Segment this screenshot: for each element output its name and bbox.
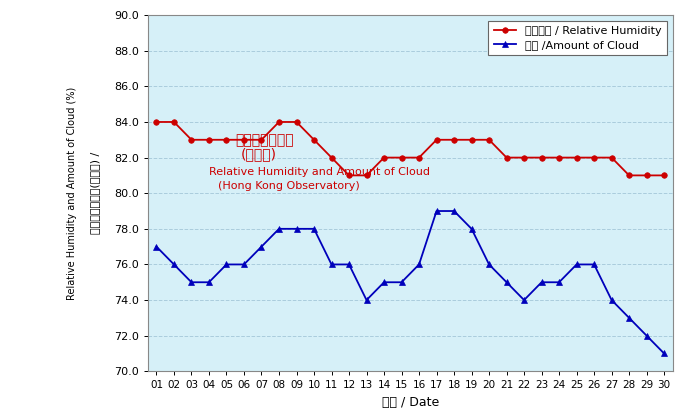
- 相對濕度 / Relative Humidity: [187, 137, 196, 142]
- 相對濕度 / Relative Humidity: [222, 137, 231, 142]
- 相對濕度 / Relative Humidity: [170, 119, 178, 124]
- 相對濕度 / Relative Humidity: [660, 173, 668, 178]
- 雲量 /Amount of Cloud: [328, 262, 336, 267]
- 相對濕度 / Relative Humidity: [485, 137, 493, 142]
- 雲量 /Amount of Cloud: [187, 280, 196, 285]
- 相對濕度 / Relative Humidity: [538, 155, 546, 160]
- 相對濕度 / Relative Humidity: [432, 137, 440, 142]
- 相對濕度 / Relative Humidity: [607, 155, 616, 160]
- 雲量 /Amount of Cloud: [432, 208, 440, 213]
- 相對濕度 / Relative Humidity: [590, 155, 598, 160]
- 相對濕度 / Relative Humidity: [642, 173, 650, 178]
- 雲量 /Amount of Cloud: [625, 315, 633, 320]
- 雲量 /Amount of Cloud: [415, 262, 423, 267]
- 相對濕度 / Relative Humidity: [503, 155, 511, 160]
- 雲量 /Amount of Cloud: [240, 262, 248, 267]
- 雲量 /Amount of Cloud: [222, 262, 231, 267]
- 雲量 /Amount of Cloud: [660, 351, 668, 356]
- Text: 相對濕度及雲量: 相對濕度及雲量: [235, 133, 294, 147]
- 雲量 /Amount of Cloud: [363, 297, 371, 302]
- 雲量 /Amount of Cloud: [275, 226, 283, 231]
- 雲量 /Amount of Cloud: [467, 226, 475, 231]
- 相對濕度 / Relative Humidity: [310, 137, 318, 142]
- Text: (天文台): (天文台): [241, 147, 276, 161]
- Legend: 相對濕度 / Relative Humidity, 雲量 /Amount of Cloud: 相對濕度 / Relative Humidity, 雲量 /Amount of …: [488, 21, 668, 55]
- 相對濕度 / Relative Humidity: [345, 173, 353, 178]
- 相對濕度 / Relative Humidity: [292, 119, 300, 124]
- 相對濕度 / Relative Humidity: [328, 155, 336, 160]
- 相對濕度 / Relative Humidity: [573, 155, 581, 160]
- 相對濕度 / Relative Humidity: [257, 137, 265, 142]
- 相對濕度 / Relative Humidity: [555, 155, 563, 160]
- X-axis label: 日期 / Date: 日期 / Date: [382, 396, 439, 409]
- 雲量 /Amount of Cloud: [503, 280, 511, 285]
- 相對濕度 / Relative Humidity: [380, 155, 388, 160]
- 雲量 /Amount of Cloud: [380, 280, 388, 285]
- 雲量 /Amount of Cloud: [450, 208, 458, 213]
- 雲量 /Amount of Cloud: [310, 226, 318, 231]
- Text: 相對濕度及雲量(百分比) /: 相對濕度及雲量(百分比) /: [90, 152, 100, 234]
- 相對濕度 / Relative Humidity: [153, 119, 161, 124]
- 雲量 /Amount of Cloud: [590, 262, 598, 267]
- 相對濕度 / Relative Humidity: [467, 137, 475, 142]
- 相對濕度 / Relative Humidity: [450, 137, 458, 142]
- 雲量 /Amount of Cloud: [397, 280, 406, 285]
- 雲量 /Amount of Cloud: [205, 280, 213, 285]
- 雲量 /Amount of Cloud: [607, 297, 616, 302]
- 雲量 /Amount of Cloud: [642, 333, 650, 338]
- 雲量 /Amount of Cloud: [292, 226, 300, 231]
- Text: (Hong Kong Observatory): (Hong Kong Observatory): [218, 181, 360, 191]
- 相對濕度 / Relative Humidity: [415, 155, 423, 160]
- Line: 雲量 /Amount of Cloud: 雲量 /Amount of Cloud: [153, 207, 668, 357]
- Text: Relative Humidity and Amount of Cloud: Relative Humidity and Amount of Cloud: [209, 167, 430, 177]
- 雲量 /Amount of Cloud: [520, 297, 528, 302]
- 相對濕度 / Relative Humidity: [205, 137, 213, 142]
- 雲量 /Amount of Cloud: [170, 262, 178, 267]
- 相對濕度 / Relative Humidity: [240, 137, 248, 142]
- 雲量 /Amount of Cloud: [538, 280, 546, 285]
- 雲量 /Amount of Cloud: [345, 262, 353, 267]
- 雲量 /Amount of Cloud: [555, 280, 563, 285]
- Line: 相對濕度 / Relative Humidity: 相對濕度 / Relative Humidity: [154, 119, 667, 178]
- 相對濕度 / Relative Humidity: [275, 119, 283, 124]
- 雲量 /Amount of Cloud: [573, 262, 581, 267]
- 雲量 /Amount of Cloud: [485, 262, 493, 267]
- 相對濕度 / Relative Humidity: [625, 173, 633, 178]
- 相對濕度 / Relative Humidity: [520, 155, 528, 160]
- 相對濕度 / Relative Humidity: [397, 155, 406, 160]
- Text: Relative Humidity and Amount of Cloud (%): Relative Humidity and Amount of Cloud (%…: [66, 87, 77, 300]
- 雲量 /Amount of Cloud: [257, 244, 265, 249]
- 相對濕度 / Relative Humidity: [363, 173, 371, 178]
- 雲量 /Amount of Cloud: [153, 244, 161, 249]
